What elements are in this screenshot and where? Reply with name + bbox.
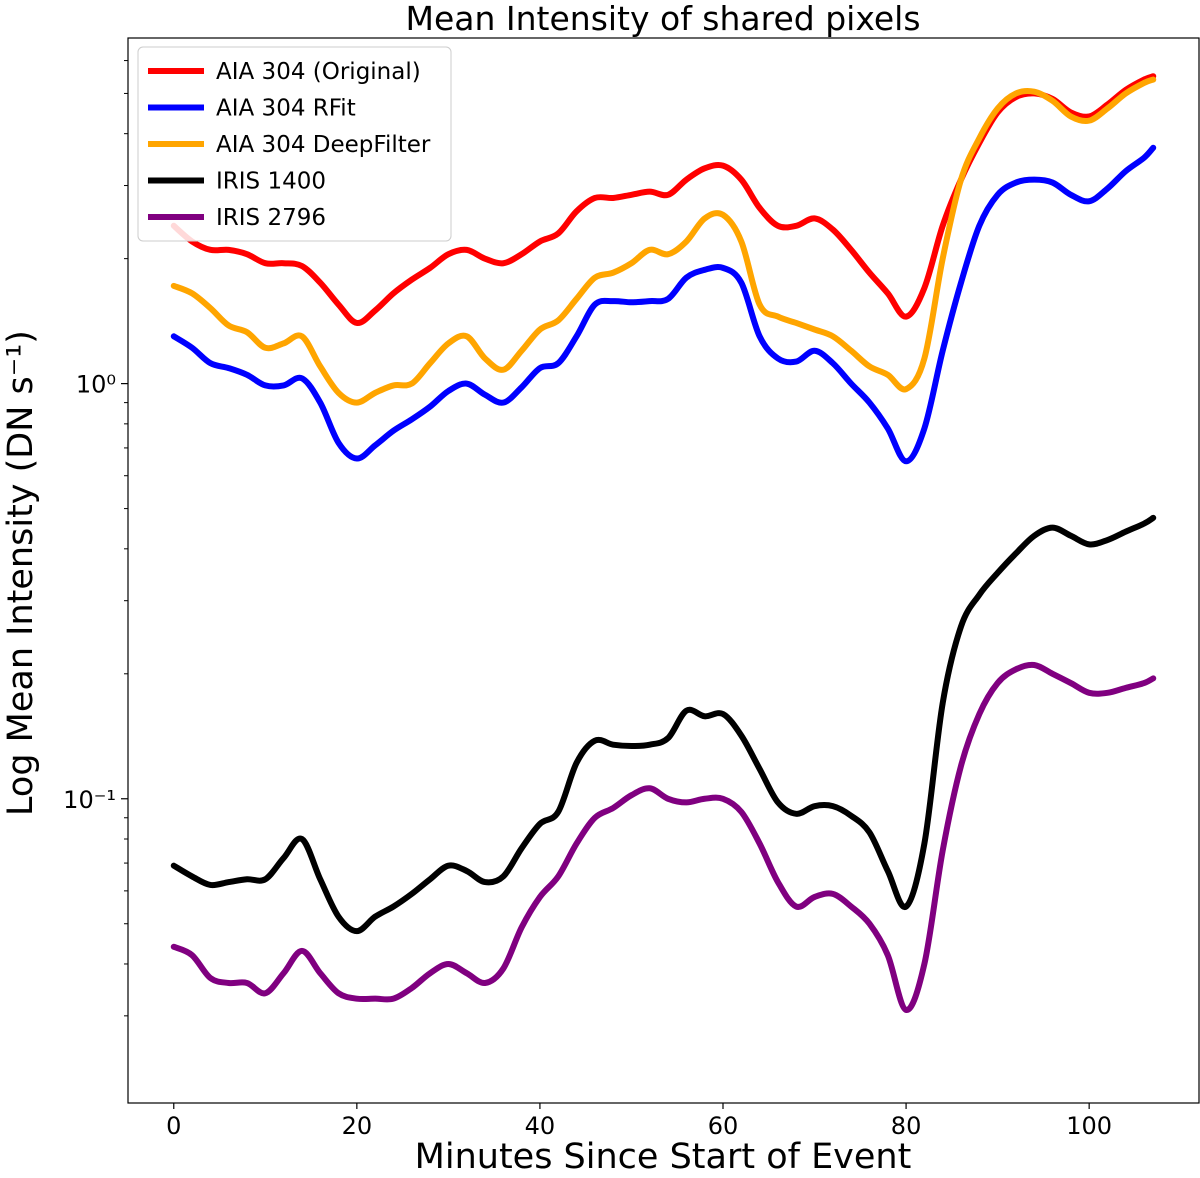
legend-label-1: AIA 304 RFit: [216, 96, 356, 122]
legend-label-3: IRIS 1400: [216, 169, 326, 195]
x-tick-label: 80: [891, 1112, 922, 1140]
x-tick-label: 100: [1066, 1112, 1112, 1140]
x-tick-label: 60: [708, 1112, 739, 1140]
legend-label-2: AIA 304 DeepFilter: [216, 132, 431, 158]
series-line-4: [170, 661, 1157, 1013]
y-tick-label: 10⁰: [76, 371, 116, 399]
x-tick-label: 0: [166, 1112, 181, 1140]
series-line-2: [170, 76, 1157, 406]
legend-box: [137, 46, 452, 242]
y-tick-label: 10⁻¹: [63, 786, 116, 814]
axes: 0 20 40 60 80 100 10⁻¹ 10⁰: [63, 37, 1200, 1140]
y-axis-label: Log Mean Intensity (DN s⁻¹): [1, 330, 41, 816]
legend-label-4: IRIS 2796: [216, 205, 326, 231]
axes-frame: [127, 37, 1200, 1104]
series-line-1: [170, 144, 1157, 465]
legend: AIA 304 (Original) AIA 304 RFit AIA 304 De…: [137, 46, 452, 242]
series-line-3: [170, 514, 1157, 935]
chart-title: Mean Intensity of shared pixels: [405, 0, 920, 38]
legend-label-0: AIA 304 (Original): [216, 59, 421, 85]
plot-area: [170, 73, 1157, 1013]
x-axis-label: Minutes Since Start of Event: [415, 1137, 912, 1173]
x-tick-label: 20: [342, 1112, 373, 1140]
x-tick-label: 40: [525, 1112, 556, 1140]
